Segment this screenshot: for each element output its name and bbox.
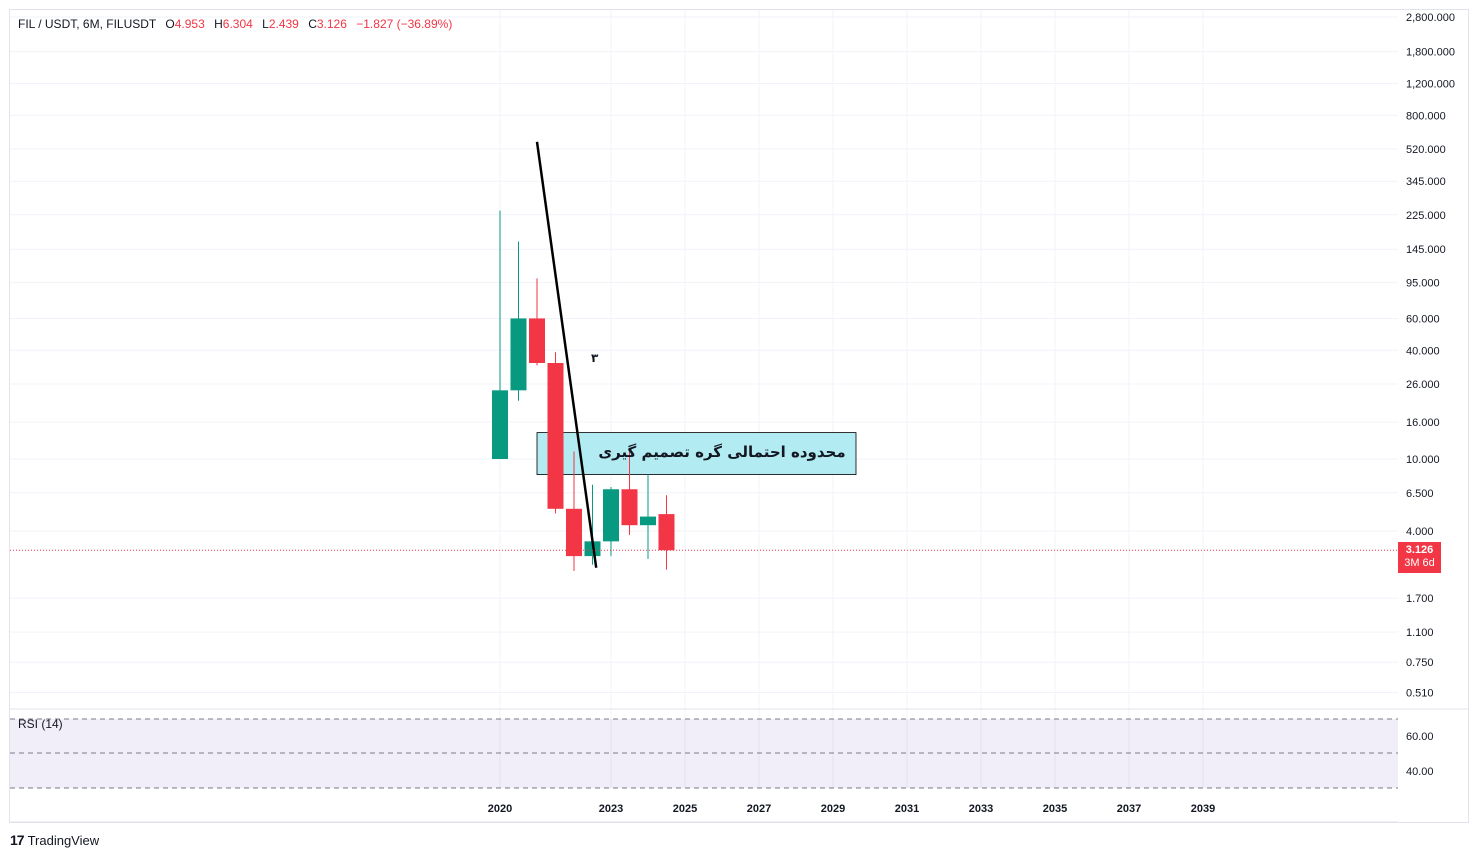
y-tick-label: 10.000 xyxy=(1406,454,1440,466)
x-tick-label: 2029 xyxy=(821,803,845,815)
y-tick-label: 1.700 xyxy=(1406,593,1434,605)
symbol-legend: FIL / USDT, 6M, FILUSDT O4.953 H6.304 L2… xyxy=(18,17,452,31)
x-tick-label: 2037 xyxy=(1117,803,1141,815)
candle-body-up[interactable] xyxy=(510,318,527,391)
downtrend-line[interactable] xyxy=(535,141,598,568)
y-tick-label: 6.500 xyxy=(1406,488,1434,500)
y-tick-label: 345.000 xyxy=(1406,176,1446,188)
close-value: 3.126 xyxy=(316,17,347,31)
tradingview-logo-icon: 17 xyxy=(10,832,25,848)
candle-body-down[interactable] xyxy=(658,514,675,551)
candle-body-up[interactable] xyxy=(603,489,619,542)
y-tick-label: 1,800.000 xyxy=(1406,47,1455,59)
x-tick-label: 2027 xyxy=(747,803,771,815)
y-tick-label: 225.000 xyxy=(1406,210,1446,222)
candle-body-up[interactable] xyxy=(492,390,508,459)
candle-body-down[interactable] xyxy=(621,489,638,526)
x-tick-label: 2035 xyxy=(1043,803,1067,815)
candle-body-down[interactable] xyxy=(566,508,582,557)
candle-body-down[interactable] xyxy=(529,318,545,364)
bar-countdown: 3M 6d xyxy=(1404,557,1435,569)
y-tick-label: 800.000 xyxy=(1406,110,1446,122)
decision-zone-box[interactable] xyxy=(536,432,857,475)
y-tick-label: 0.750 xyxy=(1406,657,1434,669)
y-tick-label: 1.100 xyxy=(1406,627,1434,639)
x-tick-label: 2025 xyxy=(673,803,697,815)
low-label: L xyxy=(262,17,269,31)
y-tick-label: 1,200.000 xyxy=(1406,78,1455,90)
last-price-value: 3.126 xyxy=(1405,544,1434,556)
x-tick-label: 2039 xyxy=(1191,803,1215,815)
brand-name: TradingView xyxy=(27,832,100,848)
rsi-tick-label: 40.00 xyxy=(1406,766,1434,778)
y-tick-label: 520.000 xyxy=(1406,144,1446,156)
rsi-indicator-label[interactable]: RSI (14) xyxy=(18,717,63,731)
y-tick-label: 2,800.000 xyxy=(1406,12,1455,24)
candle-body-up[interactable] xyxy=(640,516,656,526)
change-value: −1.827 (−36.89%) xyxy=(356,17,453,31)
y-tick-label: 26.000 xyxy=(1406,379,1440,391)
low-value: 2.439 xyxy=(268,17,299,31)
x-tick-label: 2023 xyxy=(599,803,623,815)
y-tick-label: 40.000 xyxy=(1406,345,1440,357)
y-tick-label: 60.000 xyxy=(1406,313,1440,325)
y-tick-label: 145.000 xyxy=(1406,244,1446,256)
high-value: 6.304 xyxy=(222,17,253,31)
close-label: C xyxy=(308,17,317,31)
x-tick-label: 2033 xyxy=(969,803,993,815)
x-tick-label: 2031 xyxy=(895,803,919,815)
y-tick-label: 0.510 xyxy=(1406,687,1434,699)
rsi-tick-label: 60.00 xyxy=(1406,731,1434,743)
y-tick-label: 95.000 xyxy=(1406,277,1440,289)
last-price-tag: 3.126 3M 6d xyxy=(1398,542,1441,573)
symbol-title[interactable]: FIL / USDT, 6M, FILUSDT xyxy=(18,17,157,31)
open-label: O xyxy=(165,17,175,31)
footer-branding[interactable]: 17 TradingView xyxy=(10,832,99,848)
y-tick-label: 4.000 xyxy=(1406,526,1434,538)
open-value: 4.953 xyxy=(174,17,205,31)
y-tick-label: 16.000 xyxy=(1406,417,1440,429)
candle-body-down[interactable] xyxy=(547,363,564,509)
wave-label: ۳ xyxy=(591,351,599,365)
high-label: H xyxy=(214,17,223,31)
x-tick-label: 2020 xyxy=(488,803,512,815)
decision-zone-label: محدوده احتمالی گره تصمیم گیری xyxy=(598,442,846,461)
